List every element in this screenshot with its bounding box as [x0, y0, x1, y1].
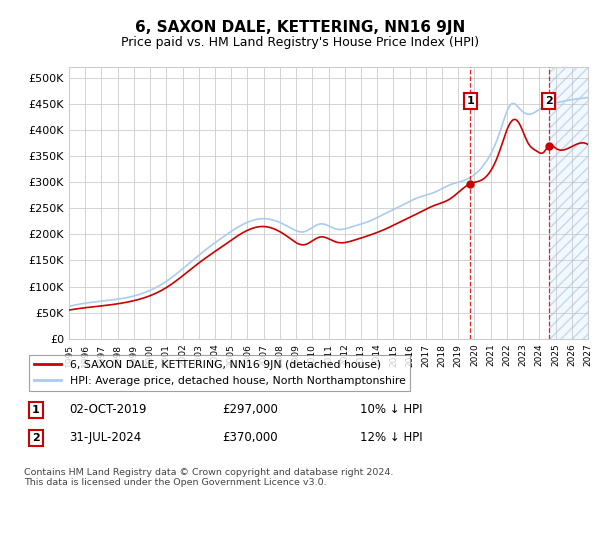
Text: Price paid vs. HM Land Registry's House Price Index (HPI): Price paid vs. HM Land Registry's House …: [121, 36, 479, 49]
Legend: 6, SAXON DALE, KETTERING, NN16 9JN (detached house), HPI: Average price, detache: 6, SAXON DALE, KETTERING, NN16 9JN (deta…: [29, 356, 410, 391]
Text: 1: 1: [32, 405, 40, 415]
Text: 02-OCT-2019: 02-OCT-2019: [69, 403, 146, 417]
Text: 31-JUL-2024: 31-JUL-2024: [69, 431, 141, 445]
Text: Contains HM Land Registry data © Crown copyright and database right 2024.
This d: Contains HM Land Registry data © Crown c…: [24, 468, 394, 487]
Bar: [549, 67, 588, 339]
Text: 6, SAXON DALE, KETTERING, NN16 9JN: 6, SAXON DALE, KETTERING, NN16 9JN: [135, 20, 465, 35]
Text: £370,000: £370,000: [222, 431, 278, 445]
Text: 12% ↓ HPI: 12% ↓ HPI: [360, 431, 422, 445]
Bar: [549, 67, 588, 339]
Text: 10% ↓ HPI: 10% ↓ HPI: [360, 403, 422, 417]
Text: £297,000: £297,000: [222, 403, 278, 417]
Text: 2: 2: [32, 433, 40, 443]
Text: 2: 2: [545, 96, 553, 106]
Text: 1: 1: [467, 96, 474, 106]
